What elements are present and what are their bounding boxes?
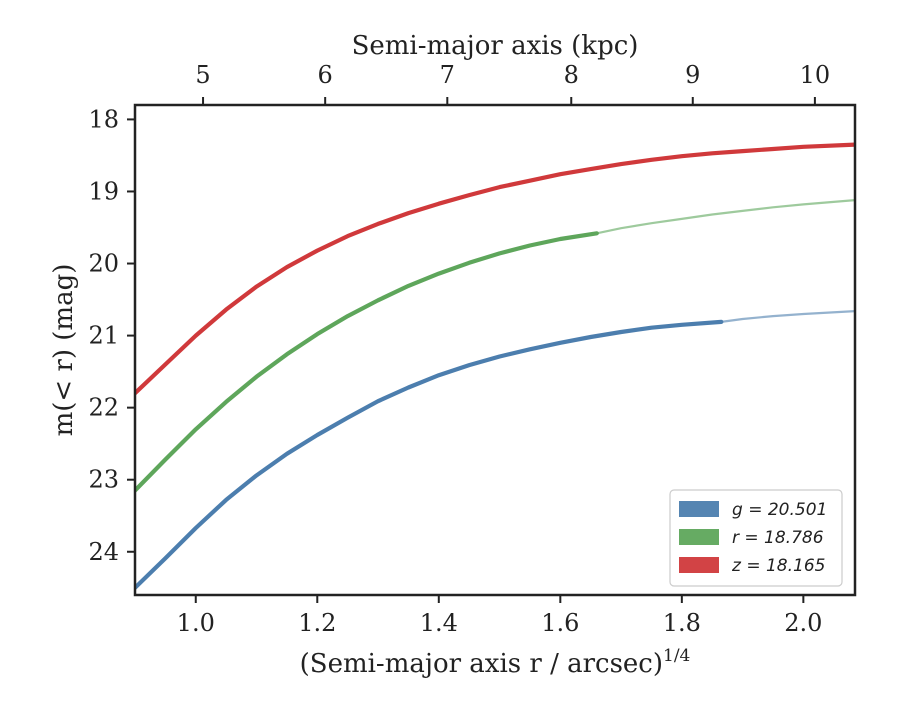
y-tick-label-6: 24 bbox=[88, 538, 119, 566]
x-tick-label-0: 1.0 bbox=[177, 609, 215, 637]
top-x-tick-label-5: 10 bbox=[800, 61, 831, 89]
series-0-extrapolated-line bbox=[720, 310, 855, 323]
legend-swatch-1 bbox=[679, 529, 719, 545]
x-tick-label-4: 1.8 bbox=[663, 609, 701, 637]
legend-swatch-0 bbox=[679, 501, 719, 517]
legend-label-0: g = 20.501 bbox=[732, 500, 827, 520]
x-tick-label-3: 1.6 bbox=[541, 609, 579, 637]
axes-layer: 1.0 1.2 1.4 1.6 1.8 2.0 5 6 7 8 9 10 18 19 20 21 22 23 24 bbox=[88, 61, 857, 637]
top-x-tick-label-3: 8 bbox=[564, 61, 579, 89]
x-tick-label-2: 1.4 bbox=[420, 609, 458, 637]
legend: g = 20.501 r = 18.786 z = 18.165 bbox=[669, 489, 843, 587]
x-tick-label-5: 2.0 bbox=[784, 609, 822, 637]
series-1-line bbox=[135, 231, 599, 493]
legend-label-2: z = 18.165 bbox=[731, 556, 825, 576]
top-x-tick-label-2: 7 bbox=[440, 61, 455, 89]
series-1-extrapolated-line bbox=[595, 199, 855, 235]
legend-label-1: r = 18.786 bbox=[732, 528, 824, 548]
top-x-axis-title: Semi-major axis (kpc) bbox=[352, 31, 639, 61]
x-tick-label-1: 1.2 bbox=[298, 609, 336, 637]
series-2-line bbox=[135, 142, 855, 396]
y-tick-label-3: 21 bbox=[88, 322, 119, 350]
legend-swatch-2 bbox=[679, 557, 719, 573]
top-x-tick-label-1: 6 bbox=[318, 61, 333, 89]
top-x-tick-label-0: 5 bbox=[195, 61, 210, 89]
x-axis-title-superscript: 1/4 bbox=[663, 646, 690, 666]
y-tick-label-2: 20 bbox=[88, 250, 119, 278]
top-x-tick-label-4: 9 bbox=[685, 61, 700, 89]
y-tick-label-4: 22 bbox=[88, 394, 119, 422]
x-axis-title-main: (Semi-major axis r / arcsec) bbox=[300, 649, 663, 679]
plot-frame bbox=[133, 103, 857, 597]
series-layer bbox=[135, 142, 855, 590]
y-tick-label-0: 18 bbox=[88, 105, 119, 133]
x-axis-title: (Semi-major axis r / arcsec)1/4 bbox=[300, 646, 691, 679]
y-tick-label-5: 23 bbox=[88, 466, 119, 494]
y-axis-title: m(< r) (mag) bbox=[49, 264, 79, 437]
y-tick-label-1: 19 bbox=[88, 177, 119, 205]
series-0-line bbox=[135, 319, 724, 590]
